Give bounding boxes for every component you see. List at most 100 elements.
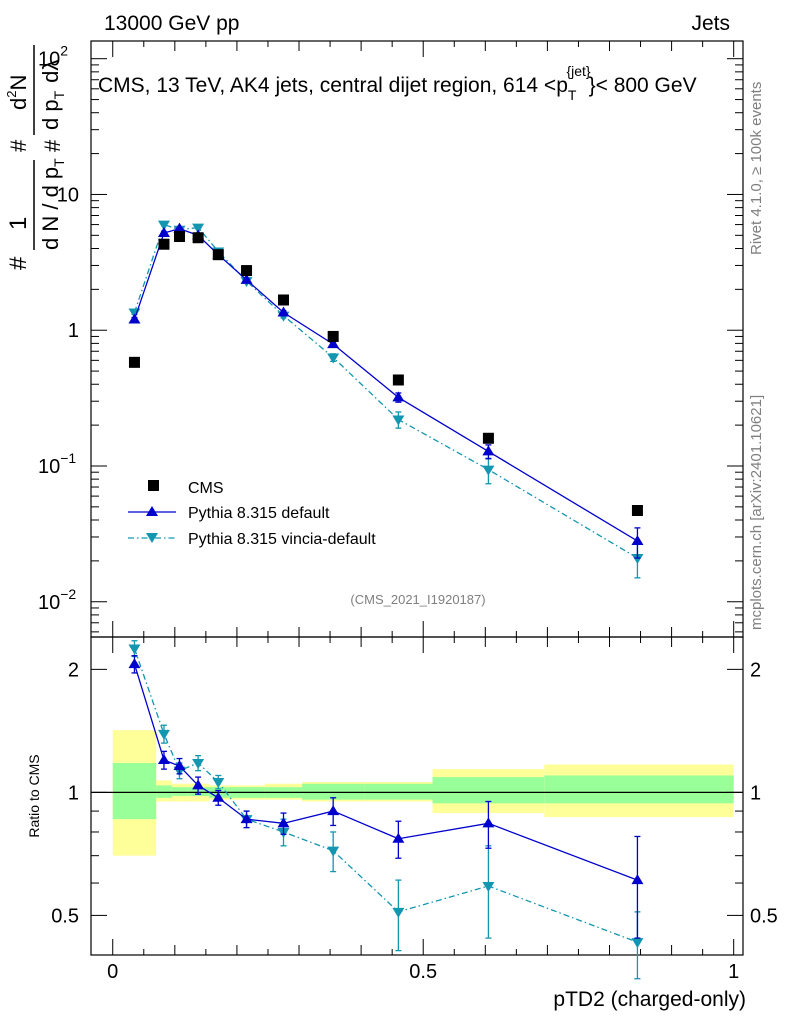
analysis-tag: (CMS_2021_I1920187) bbox=[350, 592, 485, 607]
ratio-band-inner bbox=[156, 785, 172, 798]
ratio-vincia-point bbox=[392, 907, 405, 918]
ratio-vincia-point bbox=[482, 882, 495, 893]
ratio-default-point bbox=[192, 779, 205, 790]
header-left: 13000 GeV pp bbox=[104, 12, 239, 35]
ratio-vincia-point bbox=[128, 644, 141, 655]
cms-point bbox=[327, 330, 339, 342]
lower-ytick-label: 1 bbox=[68, 782, 79, 804]
ylabel-num-dp: d p bbox=[38, 99, 63, 130]
legend: CMS Pythia 8.315 default Pythia 8.315 vi… bbox=[128, 480, 376, 548]
ylabel-num: d2N bbox=[4, 75, 31, 110]
upper-ytick-label: 10−1 bbox=[38, 450, 76, 478]
vincia-point bbox=[482, 465, 495, 476]
vincia-line bbox=[133, 223, 638, 559]
cms-point bbox=[482, 432, 494, 444]
lower-ytick-label: 2 bbox=[68, 659, 79, 681]
xtick-label: 1 bbox=[728, 961, 739, 983]
upper-ylabel: # 1 d N / d pT # # d2N d pTdλ bbox=[4, 45, 67, 270]
default-point bbox=[240, 273, 253, 284]
ratio-default-point bbox=[277, 817, 290, 828]
ratio-default-point bbox=[327, 805, 340, 816]
plot-title-tail: }< 800 GeV bbox=[589, 74, 697, 97]
legend-marker-default bbox=[146, 506, 158, 516]
ratio-default-point bbox=[128, 658, 141, 669]
plot-title: CMS, 13 TeV, AK4 jets, central dijet reg… bbox=[98, 63, 697, 103]
default-point bbox=[482, 445, 495, 456]
ylabel-one: 1 bbox=[5, 217, 32, 230]
watermark-rivet: Rivet 4.1.0, ≥ 100k events bbox=[748, 82, 765, 255]
cms-point bbox=[128, 356, 140, 368]
lower-axis-ticks: 0 0.5 1 0.5 0.5 1 1 2 2 bbox=[51, 637, 778, 983]
upper-ytick-label: 1 bbox=[68, 320, 79, 342]
legend-label-default: Pythia 8.315 default bbox=[188, 505, 330, 522]
lower-frame bbox=[90, 636, 744, 956]
vincia-point bbox=[327, 353, 340, 364]
cms-point bbox=[241, 265, 253, 277]
ratio-vincia-point bbox=[192, 759, 205, 770]
ylabel-hash1: # bbox=[5, 256, 32, 270]
upper-ytick-label: 102 bbox=[38, 43, 68, 71]
upper-ytick-label: 10−2 bbox=[38, 586, 76, 614]
ratio-vincia-point bbox=[157, 729, 170, 740]
ratio-default-point bbox=[212, 791, 225, 802]
ratio-default-point bbox=[157, 754, 170, 765]
plot-title-sub: T bbox=[568, 87, 577, 103]
default-point bbox=[631, 535, 644, 546]
lower-series bbox=[128, 640, 644, 980]
xtick-label: 0 bbox=[107, 961, 118, 983]
default-point bbox=[392, 391, 405, 402]
default-point bbox=[173, 222, 186, 233]
legend-label-vincia: Pythia 8.315 vincia-default bbox=[188, 531, 376, 548]
ratio-band-inner bbox=[364, 783, 433, 800]
ratio-default-point bbox=[240, 813, 253, 824]
ylabel-denom: d N / d pT bbox=[38, 158, 67, 250]
ylabel-hash2: # bbox=[6, 139, 31, 152]
ylabel-num-dl: dλ bbox=[38, 60, 63, 83]
vincia-point bbox=[157, 220, 170, 231]
cms-point bbox=[173, 231, 185, 243]
legend-marker-vincia bbox=[146, 533, 158, 543]
vincia-point bbox=[192, 223, 205, 234]
lower-ytick-label-right: 1 bbox=[750, 782, 761, 804]
ratio-default-point bbox=[631, 874, 644, 885]
ratio-vincia-point bbox=[327, 846, 340, 857]
ylabel-num-denom: d pTdλ bbox=[38, 60, 67, 130]
ratio-band-inner bbox=[544, 775, 734, 804]
default-point bbox=[157, 227, 170, 238]
lower-ytick-label: 0.5 bbox=[51, 905, 79, 927]
ratio-default-point bbox=[392, 832, 405, 843]
lower-ylabel: Ratio to CMS bbox=[26, 754, 42, 837]
ratio-default-point bbox=[482, 817, 495, 828]
upper-series bbox=[128, 220, 644, 579]
legend-marker-cms bbox=[148, 480, 159, 491]
cms-point bbox=[631, 505, 643, 517]
xaxis-label: pTD2 (charged-only) bbox=[553, 988, 746, 1011]
ylabel-num-n: N bbox=[6, 75, 31, 91]
ylabel-num-dp-sub: T bbox=[51, 90, 67, 99]
ratio-default-point bbox=[173, 760, 186, 771]
ratio-band-inner bbox=[112, 763, 157, 820]
plot-title-main: CMS, 13 TeV, AK4 jets, central dijet reg… bbox=[98, 74, 568, 97]
vincia-point bbox=[392, 415, 405, 426]
cms-point bbox=[212, 249, 224, 261]
header-right: Jets bbox=[691, 12, 730, 35]
ratio-vincia-point bbox=[631, 938, 644, 949]
cms-point bbox=[192, 232, 204, 244]
cms-point bbox=[158, 238, 170, 250]
lower-ytick-label-right: 2 bbox=[750, 659, 761, 681]
plot-title-sup: {jet} bbox=[566, 63, 590, 79]
ratio-bands bbox=[91, 730, 743, 856]
upper-ytick-label: 10 bbox=[57, 184, 79, 206]
cms-point bbox=[392, 374, 404, 386]
cms-point bbox=[277, 294, 289, 306]
watermark-mcplots: mcplots.cern.ch [arXiv:2401.10621] bbox=[748, 395, 765, 630]
xtick-label: 0.5 bbox=[409, 961, 437, 983]
ratio-vincia-point bbox=[212, 778, 225, 789]
upper-axis-ticks: 10−2 10−1 1 10 102 bbox=[38, 41, 743, 637]
vincia-point bbox=[631, 554, 644, 565]
legend-label-cms: CMS bbox=[188, 480, 224, 497]
ylabel-denom-sub: T bbox=[51, 158, 67, 167]
ylabel-hash3: # bbox=[40, 139, 65, 152]
ylabel-num-sup: 2 bbox=[4, 91, 19, 98]
